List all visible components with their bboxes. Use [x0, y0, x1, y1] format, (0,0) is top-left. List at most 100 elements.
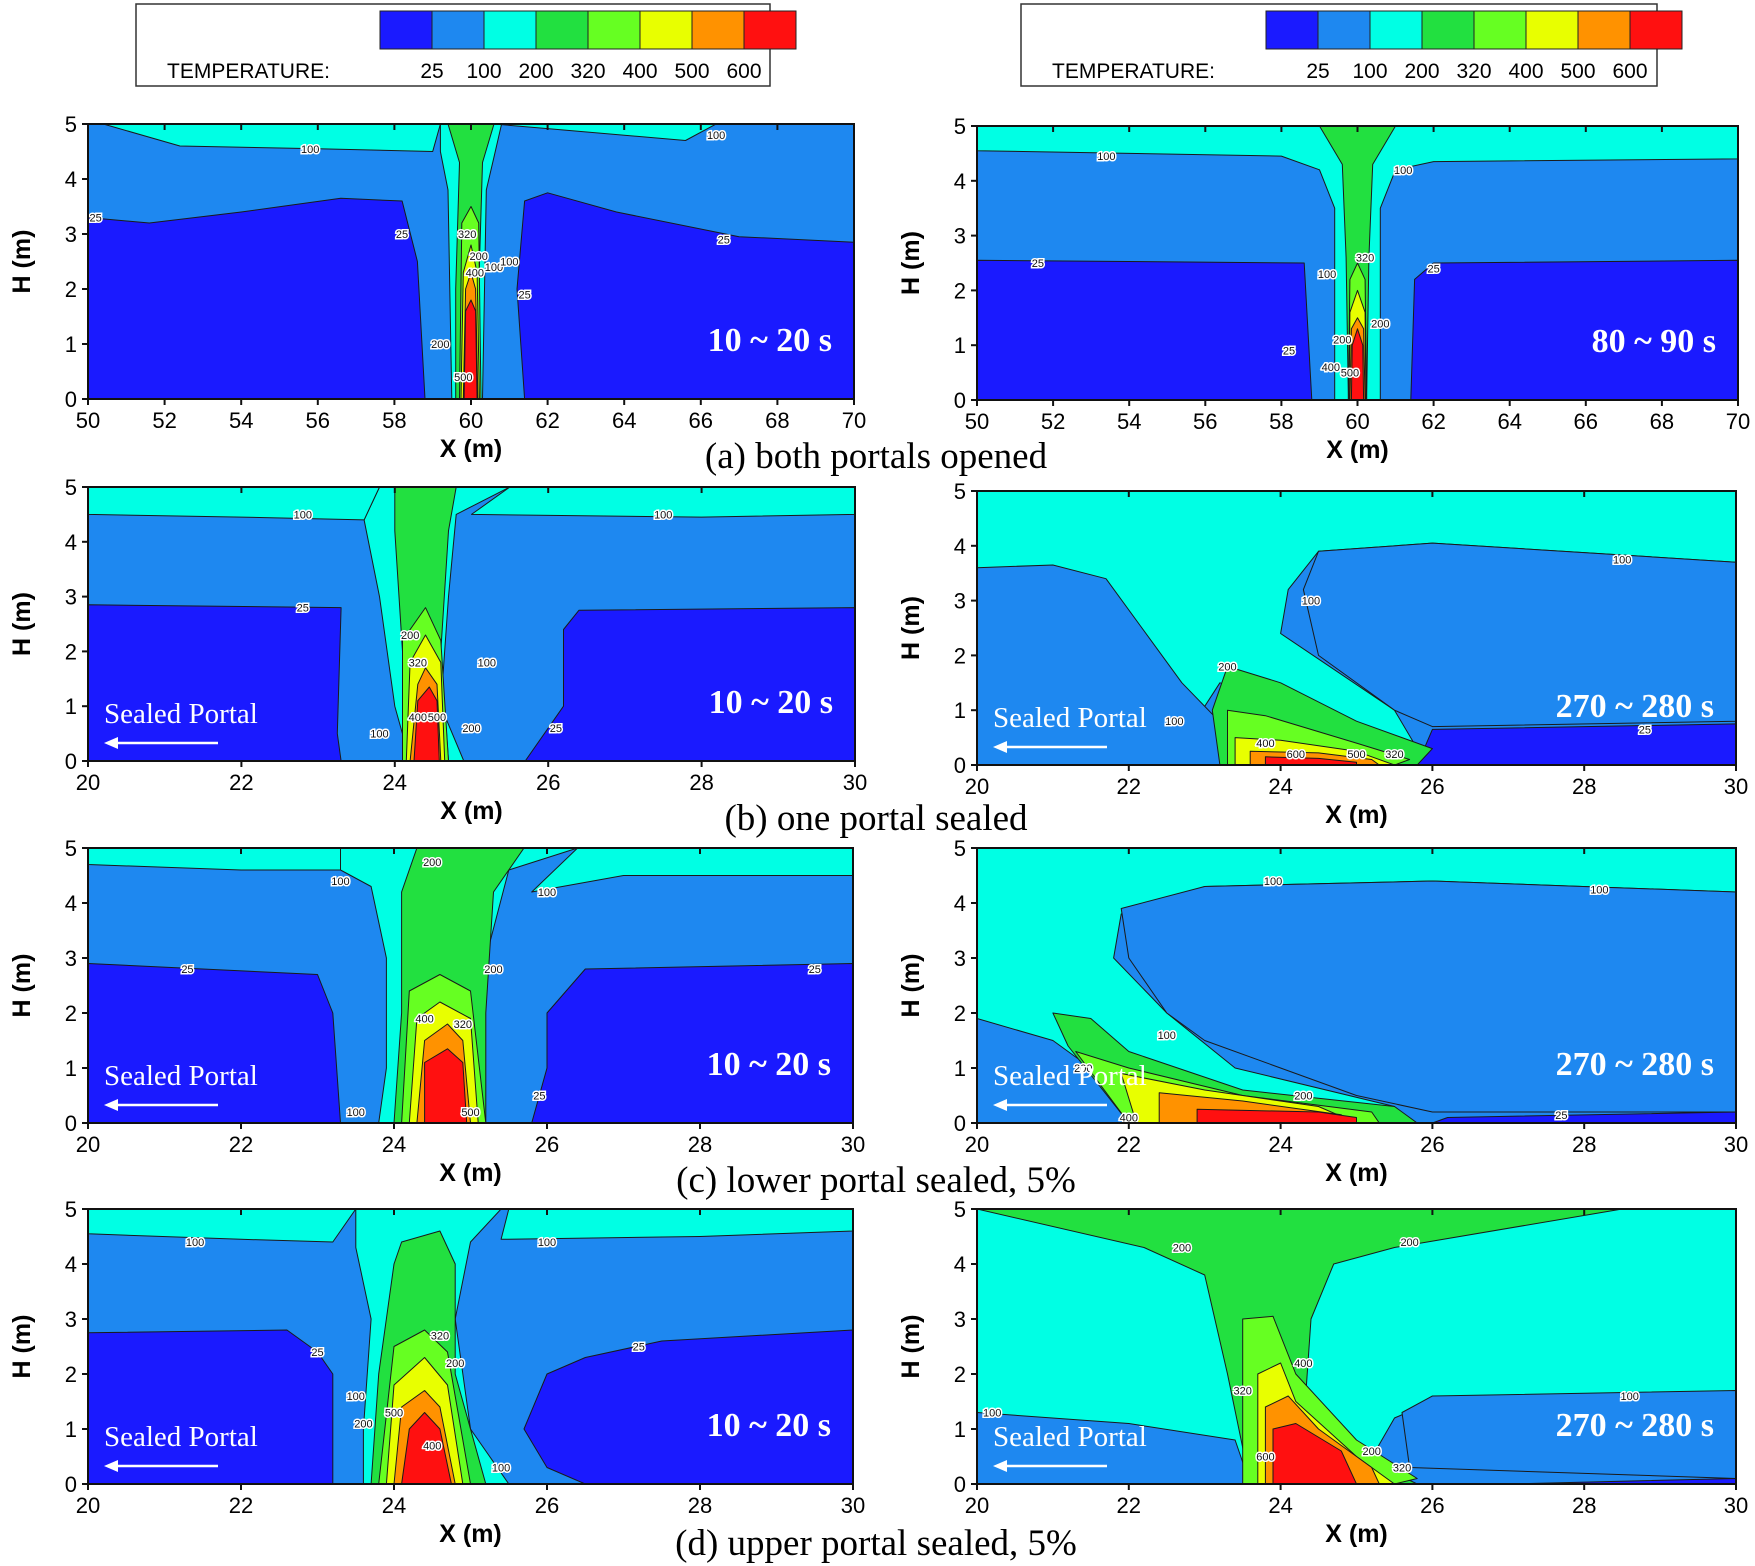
contour-label: 400: [1322, 362, 1340, 374]
plot-frame: [976, 847, 1737, 1124]
x-tick-label: 54: [1117, 409, 1141, 434]
contour-label: 25: [633, 1342, 645, 1354]
y-tick-label: 4: [65, 891, 77, 916]
contour-label: 500: [385, 1408, 403, 1420]
contour-label: 100: [983, 1408, 1001, 1420]
x-tick-label: 20: [965, 1493, 989, 1518]
x-tick-label: 60: [1345, 409, 1369, 434]
contour-label: 500: [1341, 368, 1359, 380]
contour-band: [413, 686, 440, 761]
y-tick-label: 4: [954, 169, 966, 194]
x-tick-label: 28: [1572, 774, 1596, 799]
contour-label: 600: [1287, 749, 1305, 761]
y-tick-label: 1: [954, 333, 966, 358]
legend-value: 100: [1352, 60, 1387, 83]
contour-label: 200: [469, 251, 487, 263]
y-tick-label: 5: [65, 836, 77, 861]
contour-label: 100: [1165, 716, 1183, 728]
contour-band: [463, 299, 478, 399]
contour-label: 400: [466, 268, 484, 280]
contour-band: [1350, 328, 1365, 400]
legend-right: TEMPERATURE: 25 100 200 320 400 500 600: [1020, 3, 1683, 87]
y-tick-label: 2: [954, 1001, 966, 1026]
x-tick-label: 20: [76, 1493, 100, 1518]
time-window-label: 270 ~ 280 s: [1556, 1046, 1714, 1083]
contour-band: [531, 963, 853, 1123]
legend-value: 500: [1560, 60, 1595, 83]
contour-band: [1416, 723, 1736, 765]
x-tick-label: 22: [229, 770, 253, 795]
contour-label: 25: [1639, 724, 1651, 736]
contour-label: 100: [485, 262, 503, 274]
y-tick-label: 4: [65, 530, 77, 555]
contour-label: 200: [1173, 1243, 1191, 1255]
contour-label: 100: [1097, 151, 1115, 163]
x-tick-label: 22: [1117, 774, 1141, 799]
legend-value: 600: [726, 60, 761, 83]
x-tick-label: 56: [306, 408, 330, 433]
contour-label: 25: [1555, 1110, 1567, 1122]
arrow-head-icon: [104, 1460, 118, 1472]
y-tick-label: 1: [65, 1417, 77, 1442]
contour-label: 100: [707, 130, 725, 142]
x-tick-label: 28: [1572, 1493, 1596, 1518]
y-tick-label: 1: [954, 698, 966, 723]
contour-band: [977, 259, 1313, 400]
y-tick-label: 5: [65, 475, 77, 500]
x-tick-label: 64: [1497, 409, 1521, 434]
contour-band: [88, 1329, 334, 1484]
x-tick-label: 70: [842, 408, 866, 433]
plot-frame: [976, 1208, 1737, 1485]
legend-swatch: [431, 10, 485, 50]
y-tick-label: 2: [954, 643, 966, 668]
x-axis-label: X (m): [439, 1159, 502, 1187]
contour-label: 100: [1394, 165, 1412, 177]
x-tick-label: 24: [1268, 1132, 1292, 1157]
legend-swatch: [1369, 10, 1423, 50]
contour-label: 200: [1371, 318, 1389, 330]
x-tick-label: 54: [229, 408, 253, 433]
x-tick-label: 66: [689, 408, 713, 433]
contour-label: 400: [1256, 738, 1274, 750]
contour-band: [401, 1412, 452, 1484]
contour-label: 25: [718, 235, 730, 247]
arrow-head-icon: [993, 1099, 1007, 1111]
y-tick-label: 2: [65, 277, 77, 302]
contour-label: 100: [331, 876, 349, 888]
contour-band: [471, 487, 855, 518]
sealed-portal-label: Sealed Portal: [104, 698, 258, 730]
time-window-label: 10 ~ 20 s: [709, 684, 833, 721]
legend-value: 600: [1612, 60, 1647, 83]
x-tick-label: 50: [76, 408, 100, 433]
x-tick-label: 20: [965, 1132, 989, 1157]
contour-label: 200: [1333, 335, 1351, 347]
legend-swatch: [743, 10, 797, 50]
x-tick-label: 56: [1193, 409, 1217, 434]
legend-swatches: [1265, 10, 1683, 50]
legend-label: TEMPERATURE:: [167, 60, 330, 83]
contour-label: 100: [1613, 555, 1631, 567]
sealed-portal-label: Sealed Portal: [104, 1060, 258, 1092]
contour-band: [500, 1209, 853, 1240]
contour-label: 500: [454, 372, 472, 384]
arrow-head-icon: [104, 1099, 118, 1111]
x-tick-label: 30: [1724, 774, 1748, 799]
legend-value: 100: [466, 60, 501, 83]
y-tick-label: 5: [954, 1197, 966, 1222]
contour-label: 100: [492, 1463, 510, 1475]
contour-band: [1410, 259, 1738, 400]
legend-swatch: [639, 10, 693, 50]
contour-label: 200: [431, 339, 449, 351]
contour-label: 200: [401, 630, 419, 642]
x-tick-label: 52: [1041, 409, 1065, 434]
y-tick-label: 1: [65, 332, 77, 357]
x-tick-label: 58: [1269, 409, 1293, 434]
y-tick-label: 2: [954, 278, 966, 303]
x-axis-label: X (m): [439, 1520, 502, 1548]
contour-band: [88, 197, 426, 399]
y-tick-label: 3: [65, 1307, 77, 1332]
sealed-portal-label: Sealed Portal: [993, 702, 1147, 734]
